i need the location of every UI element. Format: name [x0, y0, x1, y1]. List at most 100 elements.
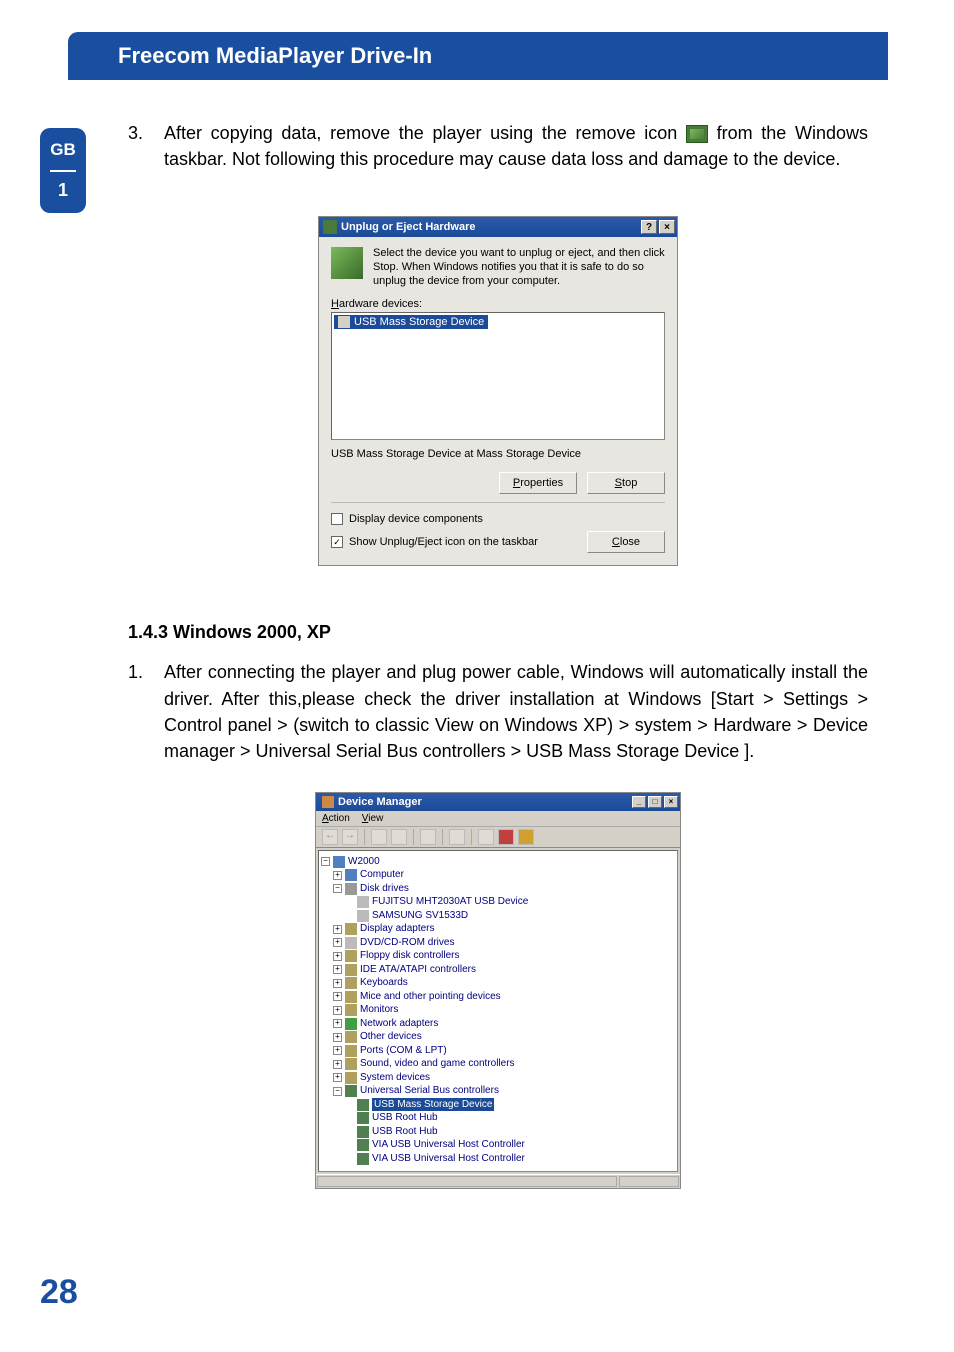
properties-button[interactable]: Properties — [499, 472, 577, 494]
hardware-devices-list[interactable]: USB Mass Storage Device — [331, 312, 665, 440]
devmgr-close-button[interactable]: × — [664, 796, 678, 808]
statusbar-segment — [619, 1176, 679, 1187]
hardware-list-item[interactable]: USB Mass Storage Device — [334, 315, 488, 329]
tree-disk-2[interactable]: SAMSUNG SV1533D — [321, 909, 675, 923]
section-1-4-3-heading: 1.4.3 Windows 2000, XP — [128, 622, 868, 643]
dialog-close-button[interactable]: × — [659, 220, 675, 234]
dialog-title-text: Unplug or Eject Hardware — [341, 221, 639, 233]
usb-icon — [345, 1085, 357, 1097]
step-3: 3. After copying data, remove the player… — [128, 120, 868, 172]
tree-disk-1[interactable]: FUJITSU MHT2030AT USB Device — [321, 895, 675, 909]
ide-icon — [345, 964, 357, 976]
disk-icon — [345, 883, 357, 895]
toolbar-icon-7[interactable] — [518, 829, 534, 845]
monitor-icon — [345, 1004, 357, 1016]
tree-ide[interactable]: +IDE ATA/ATAPI controllers — [321, 963, 675, 977]
tree-ports[interactable]: +Ports (COM & LPT) — [321, 1044, 675, 1058]
unplug-dialog: Unplug or Eject Hardware ? × Select the … — [318, 216, 678, 566]
dialog-help-button[interactable]: ? — [641, 220, 657, 234]
network-icon — [345, 1018, 357, 1030]
dialog-title-icon — [323, 220, 337, 234]
checkbox-unchecked[interactable] — [331, 513, 343, 525]
tree-dvd[interactable]: +DVD/CD-ROM drives — [321, 936, 675, 950]
dialog-last-row: ✓ Show Unplug/Eject icon on the taskbar … — [331, 531, 665, 553]
stop-button[interactable]: Stop — [587, 472, 665, 494]
tree-usb-root-hub-1[interactable]: USB Root Hub — [321, 1111, 675, 1125]
toolbar-icon-6[interactable] — [498, 829, 514, 845]
devmgr-minimize-button[interactable]: _ — [632, 796, 646, 808]
tree-root[interactable]: −W2000 — [321, 855, 675, 869]
display-components-label: Display device components — [349, 513, 483, 525]
side-tab-lang: GB — [50, 140, 76, 160]
computer-icon — [333, 856, 345, 868]
dialog-description: Select the device you want to unplug or … — [373, 247, 665, 288]
tree-system[interactable]: +System devices — [321, 1071, 675, 1085]
usb-device-icon — [338, 316, 350, 328]
system-icon — [345, 1072, 357, 1084]
tree-disk-drives[interactable]: −Disk drives — [321, 882, 675, 896]
header-title: Freecom MediaPlayer Drive-In — [118, 43, 432, 69]
display-icon — [345, 923, 357, 935]
usb-icon — [357, 1099, 369, 1111]
tree-via-2[interactable]: VIA USB Universal Host Controller — [321, 1152, 675, 1166]
remove-hardware-icon — [686, 125, 708, 143]
dvd-icon — [345, 937, 357, 949]
devmgr-title-icon — [322, 796, 334, 808]
hardware-list-item-label: USB Mass Storage Device — [354, 316, 484, 328]
usb-icon — [357, 1139, 369, 1151]
sound-icon — [345, 1058, 357, 1070]
hardware-devices-label: Hardware devices: — [331, 298, 665, 310]
tree-network[interactable]: +Network adapters — [321, 1017, 675, 1031]
tree-usb-controllers[interactable]: −Universal Serial Bus controllers — [321, 1084, 675, 1098]
usb-icon — [357, 1112, 369, 1124]
tree-mice[interactable]: +Mice and other pointing devices — [321, 990, 675, 1004]
other-icon — [345, 1031, 357, 1043]
tree-computer[interactable]: +Computer — [321, 868, 675, 882]
ports-icon — [345, 1045, 357, 1057]
step-3-text-before: After copying data, remove the player us… — [164, 123, 686, 143]
dialog-status-text: USB Mass Storage Device at Mass Storage … — [331, 448, 665, 460]
tree-display[interactable]: +Display adapters — [321, 922, 675, 936]
toolbar-icon-5[interactable] — [478, 829, 494, 845]
step-1-number: 1. — [128, 659, 164, 763]
toolbar-icon-4[interactable] — [449, 829, 465, 845]
tree-usb-mass-storage[interactable]: USB Mass Storage Device — [321, 1098, 675, 1112]
header-bar: Freecom MediaPlayer Drive-In — [68, 32, 888, 80]
show-icon-check[interactable]: ✓ Show Unplug/Eject icon on the taskbar — [331, 536, 538, 548]
toolbar-separator — [471, 829, 472, 845]
close-button[interactable]: Close — [587, 531, 665, 553]
tree-sound[interactable]: +Sound, video and game controllers — [321, 1057, 675, 1071]
toolbar-icon-2[interactable] — [391, 829, 407, 845]
tree-via-1[interactable]: VIA USB Universal Host Controller — [321, 1138, 675, 1152]
devmgr-titlebar: Device Manager _ □ × — [316, 793, 680, 811]
computer-icon — [345, 869, 357, 881]
tree-other[interactable]: +Other devices — [321, 1030, 675, 1044]
tree-floppy[interactable]: +Floppy disk controllers — [321, 949, 675, 963]
step-1-text: After connecting the player and plug pow… — [164, 659, 868, 763]
tree-keyboards[interactable]: +Keyboards — [321, 976, 675, 990]
toolbar-icon-1[interactable] — [371, 829, 387, 845]
toolbar-forward-icon[interactable] — [342, 829, 358, 845]
menu-action[interactable]: Action — [322, 813, 350, 824]
toolbar-separator — [413, 829, 414, 845]
content-area: 3. After copying data, remove the player… — [128, 120, 868, 1189]
devmgr-statusbar — [316, 1174, 680, 1188]
display-components-check[interactable]: Display device components — [331, 513, 665, 525]
usb-icon — [357, 1126, 369, 1138]
toolbar-back-icon[interactable] — [322, 829, 338, 845]
statusbar-segment — [317, 1176, 617, 1187]
device-manager-window: Device Manager _ □ × Action View −W2000 — [315, 792, 681, 1190]
toolbar-separator — [442, 829, 443, 845]
devmgr-maximize-button[interactable]: □ — [648, 796, 662, 808]
keyboard-icon — [345, 977, 357, 989]
menu-view[interactable]: View — [362, 813, 384, 824]
floppy-icon — [345, 950, 357, 962]
toolbar-icon-3[interactable] — [420, 829, 436, 845]
devmgr-tree[interactable]: −W2000 +Computer −Disk drives FUJITSU MH… — [318, 850, 678, 1173]
dialog-big-icon — [331, 247, 363, 279]
drive-icon — [357, 910, 369, 922]
checkbox-checked[interactable]: ✓ — [331, 536, 343, 548]
tree-monitors[interactable]: +Monitors — [321, 1003, 675, 1017]
tree-usb-root-hub-2[interactable]: USB Root Hub — [321, 1125, 675, 1139]
mouse-icon — [345, 991, 357, 1003]
